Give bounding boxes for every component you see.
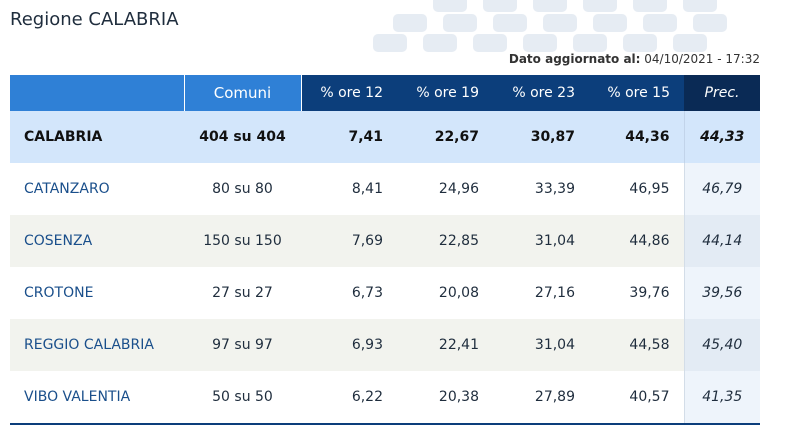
update-label: Dato aggiornato al:	[508, 52, 641, 66]
province-ore15: 44,86	[589, 215, 684, 267]
province-comuni: 80 su 80	[184, 163, 301, 215]
region-name: CALABRIA	[10, 111, 184, 163]
province-ore23: 31,04	[493, 319, 589, 371]
province-ore15: 40,57	[589, 371, 684, 425]
province-link-vibo-valentia[interactable]: VIBO VALENTIA	[10, 371, 184, 425]
header-blank	[10, 75, 184, 111]
province-ore12: 7,69	[301, 215, 397, 267]
province-ore23: 27,16	[493, 267, 589, 319]
province-prec: 39,56	[683, 267, 760, 319]
province-ore23: 33,39	[493, 163, 589, 215]
province-prec: 41,35	[683, 371, 760, 425]
province-comuni: 150 su 150	[184, 215, 301, 267]
update-value: 04/10/2021 - 17:32	[644, 52, 760, 66]
province-link-cosenza[interactable]: COSENZA	[10, 215, 184, 267]
province-ore19: 22,41	[397, 319, 493, 371]
header-ore19[interactable]: % ore 19	[397, 75, 493, 111]
province-comuni: 27 su 27	[184, 267, 301, 319]
province-link-crotone[interactable]: CROTONE	[10, 267, 184, 319]
province-ore19: 24,96	[397, 163, 493, 215]
province-link-catanzaro[interactable]: CATANZARO	[10, 163, 184, 215]
province-prec: 45,40	[683, 319, 760, 371]
table-row: COSENZA 150 su 150 7,69 22,85 31,04 44,8…	[10, 215, 760, 267]
region-comuni: 404 su 404	[184, 111, 301, 163]
region-ore12: 7,41	[301, 111, 397, 163]
province-ore12: 6,22	[301, 371, 397, 425]
province-comuni: 50 su 50	[184, 371, 301, 425]
header-ore15[interactable]: % ore 15	[589, 75, 684, 111]
region-ore15: 44,36	[589, 111, 684, 163]
region-prec: 44,33	[683, 111, 760, 163]
background-decoration	[373, 0, 793, 75]
table-row: CROTONE 27 su 27 6,73 20,08 27,16 39,76 …	[10, 267, 760, 319]
province-ore23: 27,89	[493, 371, 589, 425]
header-ore23[interactable]: % ore 23	[493, 75, 589, 111]
province-ore15: 44,58	[589, 319, 684, 371]
province-ore19: 22,85	[397, 215, 493, 267]
province-ore12: 6,73	[301, 267, 397, 319]
province-ore15: 46,95	[589, 163, 684, 215]
province-prec: 44,14	[683, 215, 760, 267]
table-row: REGGIO CALABRIA 97 su 97 6,93 22,41 31,0…	[10, 319, 760, 371]
province-ore15: 39,76	[589, 267, 684, 319]
region-ore23: 30,87	[493, 111, 589, 163]
province-ore19: 20,08	[397, 267, 493, 319]
results-table: Comuni % ore 12 % ore 19 % ore 23 % ore …	[10, 75, 760, 425]
region-ore19: 22,67	[397, 111, 493, 163]
page-title: Regione CALABRIA	[10, 9, 179, 30]
table-row: VIBO VALENTIA 50 su 50 6,22 20,38 27,89 …	[10, 371, 760, 425]
province-prec: 46,79	[683, 163, 760, 215]
province-ore12: 8,41	[301, 163, 397, 215]
province-comuni: 97 su 97	[184, 319, 301, 371]
table-row: CATANZARO 80 su 80 8,41 24,96 33,39 46,9…	[10, 163, 760, 215]
province-link-reggio-calabria[interactable]: REGGIO CALABRIA	[10, 319, 184, 371]
header-comuni[interactable]: Comuni	[183, 75, 302, 111]
table-header-row: Comuni % ore 12 % ore 19 % ore 23 % ore …	[10, 75, 760, 111]
region-row: CALABRIA 404 su 404 7,41 22,67 30,87 44,…	[10, 111, 760, 163]
province-ore12: 6,93	[301, 319, 397, 371]
header-prec[interactable]: Prec.	[684, 75, 760, 111]
update-timestamp: Dato aggiornato al: 04/10/2021 - 17:32	[509, 52, 760, 66]
header-ore12[interactable]: % ore 12	[301, 75, 397, 111]
province-ore23: 31,04	[493, 215, 589, 267]
province-ore19: 20,38	[397, 371, 493, 425]
